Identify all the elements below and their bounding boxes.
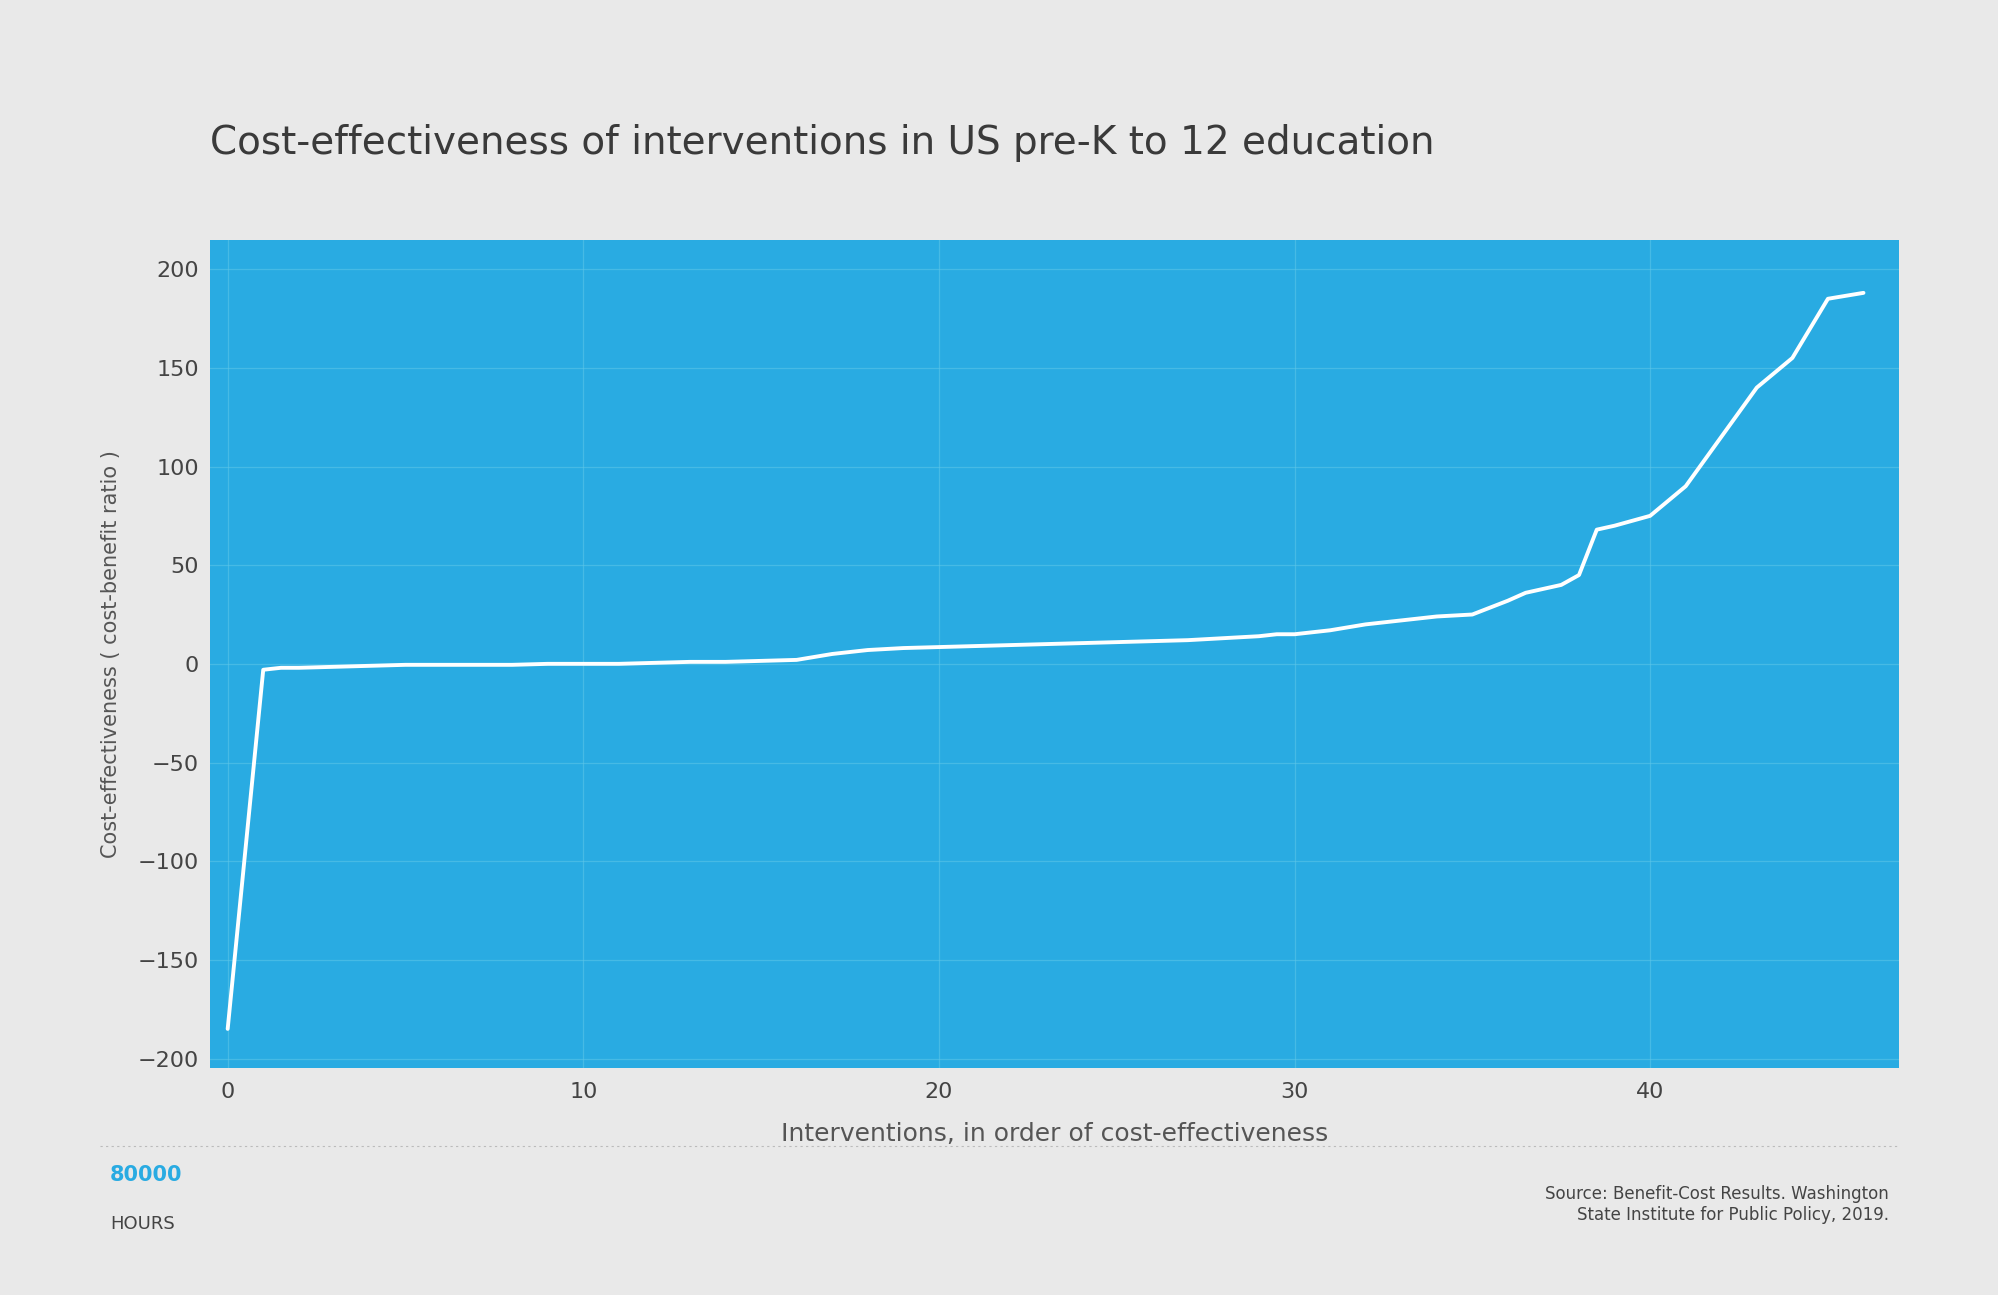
X-axis label: Interventions, in order of cost-effectiveness: Interventions, in order of cost-effectiv… [781, 1121, 1327, 1146]
Text: Cost-effectiveness of interventions in US pre-K to 12 education: Cost-effectiveness of interventions in U… [210, 124, 1435, 162]
Text: Source: Benefit-Cost Results. Washington
State Institute for Public Policy, 2019: Source: Benefit-Cost Results. Washington… [1544, 1185, 1888, 1224]
Y-axis label: Cost-effectiveness ( cost-benefit ratio ): Cost-effectiveness ( cost-benefit ratio … [100, 451, 120, 857]
Text: HOURS: HOURS [110, 1215, 174, 1233]
Text: 80000: 80000 [110, 1166, 182, 1185]
